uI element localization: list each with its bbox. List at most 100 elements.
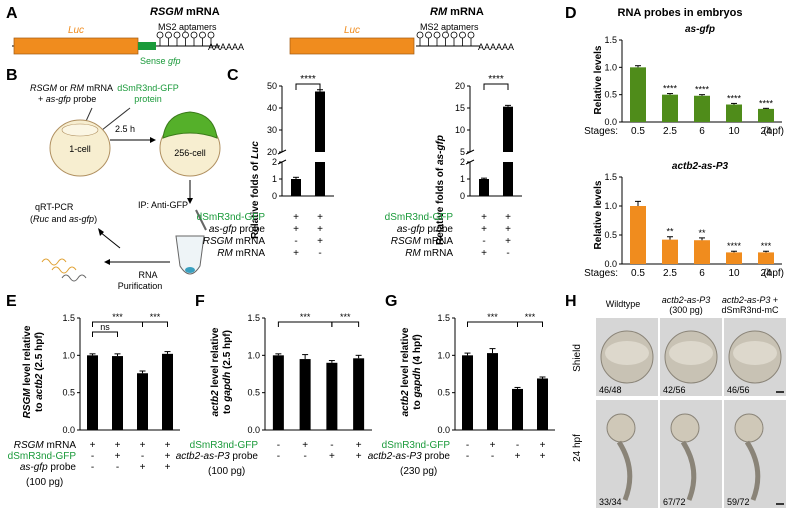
c-row-value: - [294, 236, 297, 247]
d-bottom-chart: actb2-as-P30.00.51.01.5** ****** ***Stages… [584, 161, 784, 279]
row-italic: as-gfp [397, 224, 425, 235]
row-value: + [302, 440, 308, 451]
bar [758, 252, 774, 264]
svg-text:Relative folds of Luc: Relative folds of Luc [250, 141, 261, 239]
y-tick-label: 0.5 [604, 230, 617, 240]
panel-f: actb2 level relative to gapdh (2.5 hpf) … [176, 312, 372, 477]
y-tick-label: 0.5 [604, 90, 617, 100]
b-rm: RM [70, 83, 84, 93]
c-row-value: - [318, 248, 321, 259]
rsgm-ms2-label: MS2 aptamers [158, 22, 217, 32]
b-rna-strands [41, 258, 87, 282]
c-row-label-left: dSmR3nd-GFP [197, 212, 266, 223]
sense-gfp-label: gfp [168, 56, 181, 66]
embryo-head [670, 413, 700, 443]
svg-text:Relative folds of as-gfp: Relative folds of as-gfp [435, 135, 446, 245]
h-col-p3-dose: (300 pg) [669, 305, 703, 315]
bar [291, 179, 301, 196]
d-stage-tick: 2.5 [663, 126, 677, 137]
c-row-value: + [505, 212, 511, 223]
row-value: + [165, 440, 171, 451]
bar [694, 240, 710, 264]
dose-label: (230 pg) [400, 466, 437, 477]
ms2-loop [425, 31, 432, 39]
c-row-value: + [481, 248, 487, 259]
bar [694, 95, 710, 122]
significance-bracket [483, 83, 509, 90]
f-ylabel-e: (2.5 hpf) [222, 330, 233, 372]
g-ylabel-a: actb2 [400, 390, 411, 417]
embryo-count: 33/34 [599, 497, 622, 507]
b-protein-1: dSmR3nd-GFP [117, 83, 179, 93]
ms2-loop [459, 31, 466, 39]
ms2-loop [190, 31, 198, 39]
b-embryo-1cell [49, 119, 111, 177]
h-col-wildtype: Wildtype [606, 299, 641, 309]
y-tick-label: 0.5 [437, 388, 450, 398]
row-value: - [116, 462, 119, 473]
row-value: + [140, 462, 146, 473]
row-rest: mRNA [233, 236, 266, 247]
d-stage-tick: 10 [728, 126, 740, 137]
b-arrowhead-time [150, 137, 156, 143]
row-label: actb2-as-P3 probe [368, 451, 451, 462]
panel-letter-h: H [565, 293, 577, 310]
y-tick-label: 1.0 [437, 350, 450, 360]
row-value: + [540, 440, 546, 451]
c-row-value: + [481, 224, 487, 235]
h-col-p3: actb2-as-P3 [662, 295, 711, 305]
panel-a-construct-rsgm: RSGM mRNA Luc Sense gfp MS2 aptamers AAA… [12, 6, 244, 66]
bar [112, 356, 123, 430]
row-value: - [330, 440, 333, 451]
d-stages-label: Stages: [584, 126, 618, 137]
svg-text:to actb2 (2.5 hpf): to actb2 (2.5 hpf) [34, 332, 45, 412]
rm-luc-label: Luc [344, 25, 360, 36]
row-rest: mRNA [421, 248, 454, 259]
significance-label: *** [112, 312, 123, 322]
y-tick-label: 40 [267, 103, 277, 113]
significance-bracket [142, 321, 168, 327]
svg-text:RSGM mRNA: RSGM mRNA [150, 6, 220, 18]
d-stage-tick: 24 [760, 126, 772, 137]
e-condition-table: RSGM mRNA + + + +dSmR3nd-GFP - + - +as-gfp probe… [8, 440, 171, 488]
row-label: actb2-as-P3 probe [176, 451, 259, 462]
c-row-value: + [505, 224, 511, 235]
y-tick-label: 15 [455, 103, 465, 113]
row-value: - [277, 451, 280, 462]
row-value: - [491, 451, 494, 462]
row-italic: actb2-as-P3 [368, 451, 422, 462]
d-stage-tick: 2.5 [663, 268, 677, 279]
row-value: - [303, 451, 306, 462]
f-chart: 0.0 0.5 1.0 1.5 *** *** [247, 312, 372, 435]
c-condition-table: dSmR3nd-GFP dSmR3nd-GFP+ ++ +as-gfp probe as… [197, 212, 511, 259]
d-significance: **** [727, 93, 742, 103]
row-value: + [115, 451, 121, 462]
row-rest: probe [48, 462, 77, 473]
f-ylabel-b: level relative [210, 327, 221, 390]
d-stages-label: Stages: [584, 268, 618, 279]
y-tick-label: 0.0 [247, 425, 260, 435]
significance-label: **** [488, 74, 504, 85]
bar [630, 67, 646, 122]
panel-e: RSGM level relative to actb2 (2.5 hpf) 0… [8, 312, 180, 488]
bar [758, 108, 774, 122]
row-rest: probe [230, 451, 259, 462]
c-right-chart: 0 1 25 10 15 20 **** [455, 74, 522, 201]
significance-bracket [467, 321, 518, 327]
b-gfp-cap [162, 111, 218, 139]
b-qrt-close: ) [94, 214, 97, 224]
ms2-loop [182, 31, 189, 39]
panel-c: Relative folds of Luc Relative folds of … [197, 74, 522, 259]
y-tick-label: 20 [455, 81, 465, 91]
embryo-count: 46/48 [599, 385, 622, 395]
y-tick-label: 10 [455, 125, 465, 135]
ms2-loop [156, 31, 164, 39]
d-significance: **** [663, 84, 678, 94]
svg-text:+ as-gfp probe: + as-gfp probe [38, 94, 96, 104]
significance-bracket [277, 321, 333, 327]
rm-luc-box [289, 37, 415, 55]
e-ylabel-e: (2.5 hpf) [34, 332, 45, 374]
f-ylabel-a: actb2 [210, 390, 221, 417]
significance-label: *** [525, 312, 536, 322]
h-row-shield: Shield [572, 344, 583, 372]
